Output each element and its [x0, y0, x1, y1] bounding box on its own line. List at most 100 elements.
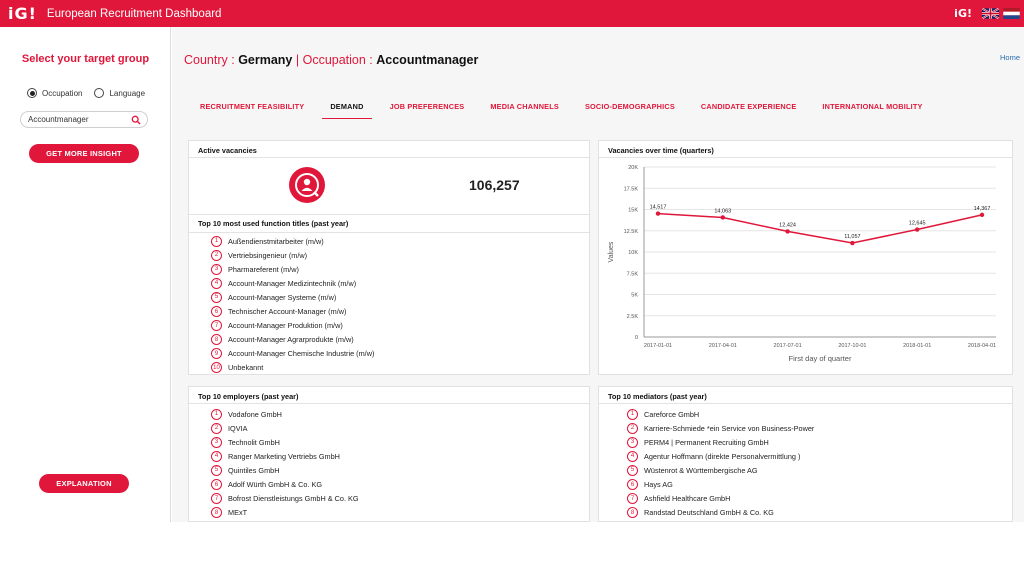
- rank-badge: 1: [627, 408, 638, 420]
- rank-badge: 6: [211, 479, 222, 491]
- list-item: 1 Careforce GmbH: [627, 407, 814, 421]
- mediator-name: Karriere-Schmiede *ein Service von Busin…: [644, 423, 815, 433]
- list-item: 3 PERM4 | Permanent Recruiting GmbH: [627, 435, 814, 449]
- mediators-card: Top 10 mediators (past year) 1 Careforce …: [598, 386, 1013, 522]
- tab-socio-demographics[interactable]: SOCIO-DEMOGRAPHICS: [584, 102, 675, 111]
- list-item: 2 IQVIA: [211, 421, 359, 435]
- active-vacancies-value: 106,257: [469, 177, 520, 193]
- rank-badge: 5: [211, 291, 222, 303]
- employer-name: Vodafone GmbH: [228, 409, 282, 419]
- list-item: 2 Karriere-Schmiede *ein Service von Busi…: [627, 421, 814, 435]
- list-item: 10 Unbekannt: [211, 361, 374, 375]
- search-icon[interactable]: [131, 115, 141, 125]
- radio-language-indicator[interactable]: [94, 88, 105, 98]
- top-bar: iG! European Recruitment Dashboard iG!: [0, 0, 1024, 27]
- occupation-label: Occupation :: [302, 53, 377, 67]
- list-item: 8 MExT: [211, 506, 359, 520]
- function-title: Technischer Account-Manager (m/w): [228, 307, 347, 317]
- country-label: Country :: [184, 53, 239, 67]
- uk-flag-icon[interactable]: [982, 8, 999, 19]
- tab-recruitment-feasibility[interactable]: RECRUITMENT FEASIBILITY: [200, 102, 305, 111]
- tab-candidate-experience[interactable]: CANDIDATE EXPERIENCE: [700, 102, 797, 111]
- get-more-insight-button[interactable]: GET MORE INSIGHT: [29, 144, 139, 163]
- function-titles-title: Top 10 most used function titles (past y…: [189, 214, 589, 233]
- radio-occupation-label: Occupation: [42, 88, 83, 98]
- rank-badge: 4: [211, 277, 222, 289]
- list-item: 4 Ranger Marketing Vertriebs GmbH: [211, 449, 359, 463]
- employer-name: MExT: [228, 508, 248, 518]
- rank-badge: 3: [627, 436, 638, 448]
- person-search-icon: [289, 167, 325, 203]
- radio-occupation-indicator[interactable]: [27, 88, 37, 98]
- list-item: 5 Account-Manager Systeme (m/w): [211, 290, 374, 304]
- tab-media-channels[interactable]: MEDIA CHANNELS: [490, 102, 559, 111]
- rank-badge: 6: [211, 306, 222, 318]
- mediator-name: Hays AG: [644, 480, 673, 490]
- tab-demand[interactable]: DEMAND: [322, 99, 372, 119]
- list-item: 9 Account-Manager Chemische Industrie (m/…: [211, 347, 374, 361]
- rank-badge: 10: [211, 362, 222, 374]
- function-title: Vertriebsingenieur (m/w): [228, 250, 308, 260]
- page-heading: Country : Germany | Occupation : Account…: [184, 53, 478, 67]
- x-axis-title: First day of quarter: [789, 354, 852, 363]
- active-vacancies-title: Active vacancies: [189, 141, 589, 158]
- chart-title: Vacancies over time (quarters): [599, 141, 1012, 158]
- country-value: Germany: [238, 53, 293, 67]
- x-tick-label: 2017-04-01: [709, 343, 737, 349]
- radio-language[interactable]: Language: [94, 88, 145, 98]
- list-item: 5 Wüstenrot & Württembergische AG: [627, 463, 814, 477]
- list-item: 2 Vertriebsingenieur (m/w): [211, 248, 374, 262]
- function-title: Account-Manager Systeme (m/w): [228, 292, 337, 302]
- app-logo[interactable]: iG!: [8, 4, 37, 23]
- mediators-list: 1 Careforce GmbH 2 Karriere-Schmiede *ein …: [627, 407, 814, 520]
- y-tick-label: 17.5K: [624, 186, 639, 192]
- employers-title: Top 10 employers (past year): [189, 387, 589, 404]
- mediator-name: PERM4 | Permanent Recruiting GmbH: [644, 437, 769, 447]
- list-item: 6 Hays AG: [627, 477, 814, 491]
- data-point: [785, 229, 790, 234]
- y-tick-label: 12.5K: [624, 229, 639, 235]
- mediators-title: Top 10 mediators (past year): [599, 387, 1012, 404]
- data-point: [915, 227, 920, 232]
- x-tick-label: 2018-04-01: [968, 343, 996, 349]
- y-tick-label: 0: [635, 335, 638, 341]
- data-label: 12,424: [779, 222, 796, 228]
- function-title: Pharmareferent (m/w): [228, 264, 299, 274]
- rank-badge: 5: [211, 464, 222, 476]
- data-label: 11,057: [844, 234, 860, 240]
- employers-card: Top 10 employers (past year) 1 Vodafone G…: [188, 386, 590, 522]
- tab-international-mobility[interactable]: INTERNATIONAL MOBILITY: [822, 102, 923, 111]
- list-item: 6 Adolf Würth GmbH & Co. KG: [211, 477, 359, 491]
- data-label: 14,517: [650, 205, 667, 211]
- heading-separator: |: [292, 53, 303, 67]
- data-point: [850, 240, 855, 246]
- occupation-search-input[interactable]: [28, 115, 128, 124]
- rank-badge: 2: [211, 249, 222, 261]
- employer-name: Ranger Marketing Vertriebs GmbH: [228, 451, 340, 461]
- small-logo: iG!: [954, 7, 972, 20]
- list-item: 4 Agentur Hoffmann (direkte Personalvermi…: [627, 449, 814, 463]
- explanation-button[interactable]: EXPLANATION: [39, 474, 129, 493]
- y-tick-label: 20K: [628, 165, 638, 171]
- list-item: 3 Pharmareferent (m/w): [211, 262, 374, 276]
- sidebar: Select your target group Occupation Lang…: [0, 27, 171, 522]
- list-item: 5 Quintiles GmbH: [211, 463, 359, 477]
- nl-flag-icon[interactable]: [1003, 8, 1020, 19]
- x-tick-label: 2018-01-01: [903, 343, 931, 349]
- series-line: [657, 212, 983, 244]
- list-item: 8 Randstad Deutschland GmbH & Co. KG: [627, 506, 814, 520]
- main-content: Country : Germany | Occupation : Account…: [172, 27, 1024, 522]
- tab-job-preferences[interactable]: JOB PREFERENCES: [389, 102, 465, 111]
- employer-name: Adolf Würth GmbH & Co. KG: [228, 480, 323, 490]
- rank-badge: 7: [211, 320, 222, 332]
- function-titles-list: 1 Außendienstmitarbeiter (m/w) 2 Vertriebs…: [211, 234, 374, 375]
- function-title: Account-Manager Medizintechnik (m/w): [228, 278, 357, 288]
- home-link[interactable]: Home: [999, 53, 1020, 62]
- radio-occupation[interactable]: Occupation: [27, 88, 82, 98]
- top-bar-right: iG!: [954, 0, 1024, 27]
- mediator-name: Ashfield Healthcare GmbH: [644, 494, 731, 504]
- x-tick-label: 2017-07-01: [774, 343, 802, 349]
- target-group-radios: Occupation Language: [27, 88, 157, 98]
- rank-badge: 5: [627, 464, 638, 476]
